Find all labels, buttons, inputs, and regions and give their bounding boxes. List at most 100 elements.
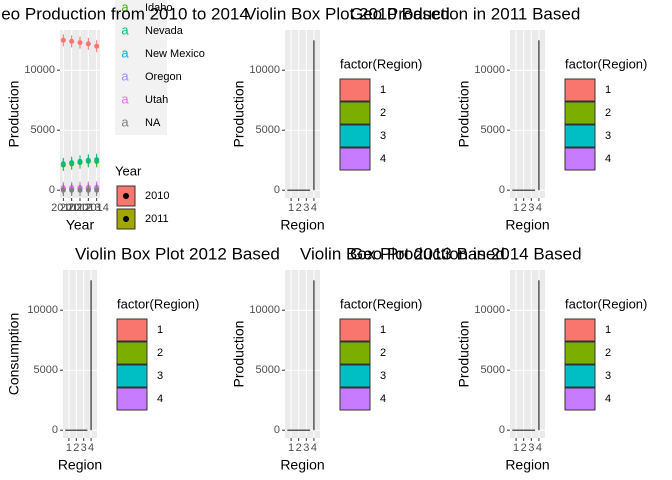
x-axis-title: Region [505, 457, 549, 473]
legend-key: a [121, 91, 129, 106]
legend-label: 2 [157, 347, 163, 359]
y-tick-label: 10000 [474, 64, 505, 76]
legend-label: 1 [157, 324, 163, 336]
legend-key: a [121, 68, 129, 83]
legend-label: 4 [605, 393, 611, 405]
plot-background [63, 270, 97, 438]
y-tick-label: 10000 [24, 64, 55, 76]
x-tick-label: 1 [66, 442, 72, 454]
y-axis-title: Production [456, 81, 472, 148]
x-axis-title: Region [280, 457, 324, 473]
legend-label: 4 [605, 153, 611, 165]
x-tick-label: 1 [288, 442, 294, 454]
x-tick-label: 1 [513, 202, 519, 214]
y-tick-label: 0 [499, 184, 505, 196]
x-tick-label: 1 [513, 442, 519, 454]
x-axis-title: Region [280, 217, 324, 233]
point [94, 43, 100, 49]
legend-key [339, 101, 371, 125]
legend-key [564, 341, 596, 365]
y-tick-label: 0 [274, 424, 280, 436]
y-tick-label: 0 [499, 424, 505, 436]
legend-dot [123, 216, 129, 222]
legend-dot [123, 193, 129, 199]
point [69, 38, 75, 44]
x-tick-label: 2012 [68, 202, 92, 214]
chart-title: Violin Box Plot 2010 Based [245, 4, 450, 23]
x-axis-title: Region [58, 457, 102, 473]
legend-key [564, 78, 596, 102]
plot-background [510, 30, 545, 198]
legend-key [564, 124, 596, 148]
legend-label: NA [145, 117, 161, 129]
legend-label: Nevada [145, 25, 184, 37]
legend-label: 1 [380, 324, 386, 336]
legend-key [564, 147, 596, 171]
legend-title: factor(Region) [565, 56, 647, 71]
x-tick-label: 3 [528, 442, 534, 454]
chart-title: Geo Production in 2011 Based [350, 4, 580, 23]
legend-label: 2 [380, 347, 386, 359]
y-tick-label: 0 [49, 184, 55, 196]
legend-key [339, 387, 371, 411]
legend-title: factor(Region) [340, 56, 422, 71]
y-tick-label: 10000 [27, 304, 58, 316]
x-tick-label: 3 [81, 442, 87, 454]
point [60, 37, 66, 43]
legend-label: 3 [380, 130, 386, 142]
legend-label: 4 [380, 393, 386, 405]
y-axis-title: Production [231, 321, 247, 388]
y-tick-label: 0 [274, 184, 280, 196]
legend-title: factor(Region) [340, 296, 422, 311]
point [60, 161, 66, 167]
point [94, 157, 100, 163]
y-tick-label: 10000 [249, 304, 280, 316]
point [85, 157, 91, 163]
legend-label: 3 [605, 370, 611, 382]
legend-label: 2 [380, 107, 386, 119]
legend-key: a [121, 45, 129, 60]
plot-background [285, 270, 320, 438]
x-tick-label: 2 [521, 442, 527, 454]
legend-label: 1 [380, 84, 386, 96]
y-axis-title: Consumption [6, 313, 22, 396]
chart-title: Geo Production in 2014 Based [350, 244, 582, 263]
legend-label: 4 [157, 393, 163, 405]
x-tick-label: 4 [311, 202, 317, 214]
point [69, 187, 75, 193]
chart-title: Violin Box Plot 2012 Based [75, 244, 280, 263]
legend-label: 4 [380, 153, 386, 165]
y-tick-label: 5000 [34, 364, 58, 376]
y-tick-label: 5000 [256, 124, 280, 136]
x-tick-label: 2011 [60, 202, 84, 214]
legend-key [116, 387, 148, 411]
y-tick-label: 5000 [31, 124, 55, 136]
legend-key [339, 341, 371, 365]
y-axis-title: Production [231, 81, 247, 148]
legend-title: Year [115, 163, 142, 178]
legend-background [115, 0, 167, 135]
point [94, 187, 100, 193]
point [69, 160, 75, 166]
legend-key [116, 364, 148, 388]
legend-key [564, 364, 596, 388]
x-tick-label: 4 [311, 442, 317, 454]
x-axis-title: Region [505, 217, 549, 233]
legend-key: a [121, 22, 129, 37]
legend-key [564, 101, 596, 125]
legend-label: 3 [380, 370, 386, 382]
legend-key [116, 341, 148, 365]
legend-label: 1 [605, 324, 611, 336]
y-tick-label: 10000 [249, 64, 280, 76]
legend-key [564, 318, 596, 342]
legend-key: a [121, 0, 129, 14]
legend-label: Oregon [145, 71, 182, 83]
legend-label: 2 [605, 107, 611, 119]
legend-key [339, 78, 371, 102]
x-tick-label: 2014 [84, 202, 108, 214]
legend-key [339, 124, 371, 148]
chart-title: Violin Box Plot 2013 Based [300, 244, 505, 263]
point [85, 187, 91, 193]
legend-title: factor(Region) [117, 296, 199, 311]
